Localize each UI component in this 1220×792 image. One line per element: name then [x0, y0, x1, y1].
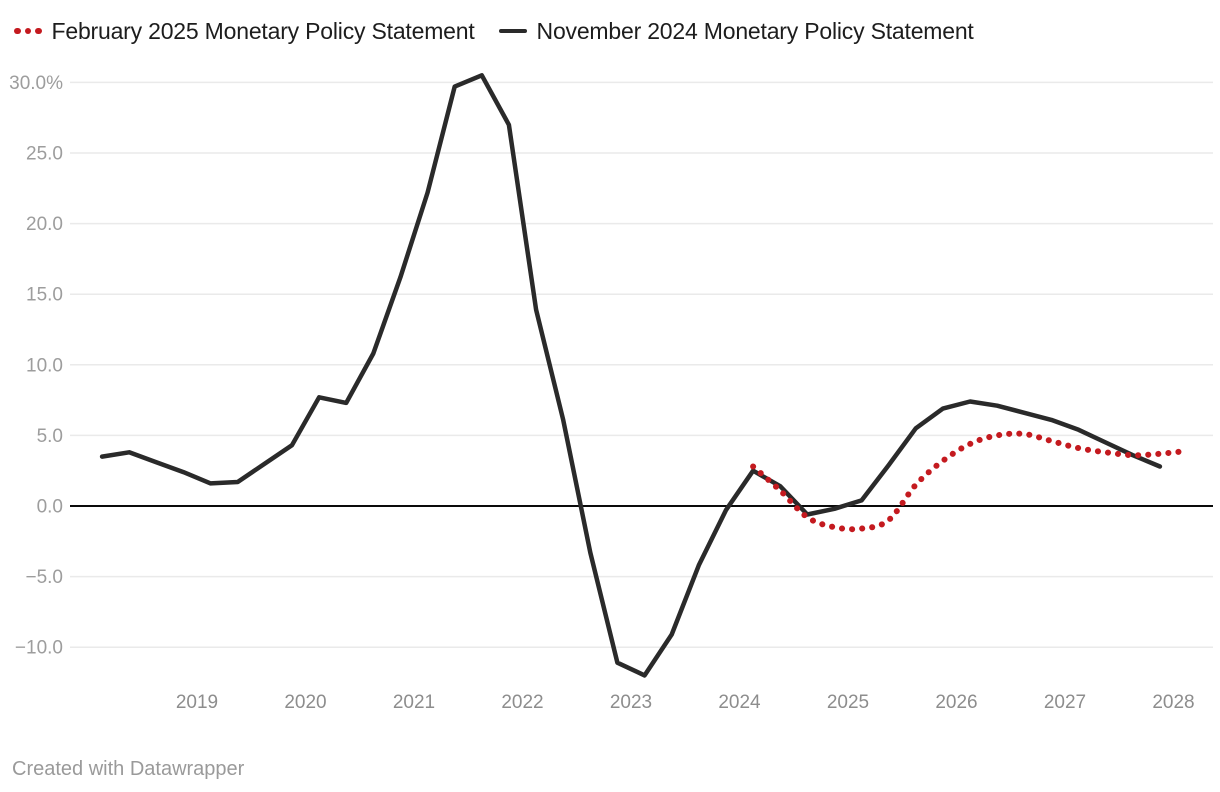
y-axis-tick-label: 30.0% — [9, 73, 63, 94]
x-axis-tick-label: 2022 — [501, 692, 543, 713]
x-axis-tick-label: 2023 — [610, 692, 652, 713]
y-axis-tick-label: 25.0 — [26, 144, 63, 165]
y-axis-tick-label: −5.0 — [25, 567, 63, 588]
legend-label: November 2024 Monetary Policy Statement — [536, 18, 974, 44]
legend-item-feb-2025: February 2025 Monetary Policy Statement — [14, 17, 475, 45]
legend-label: February 2025 Monetary Policy Statement — [51, 18, 475, 44]
y-axis-tick-label: 5.0 — [37, 426, 63, 447]
series-line-nov-2024 — [99, 73, 1163, 678]
x-axis-tick-label: 2028 — [1152, 692, 1194, 713]
series-line-feb-2025 — [750, 430, 1191, 533]
legend-item-nov-2024: November 2024 Monetary Policy Statement — [498, 17, 974, 45]
x-axis-tick-label: 2027 — [1044, 692, 1086, 713]
y-axis-tick-label: 10.0 — [26, 355, 63, 376]
x-axis-tick-label: 2021 — [393, 692, 435, 713]
x-axis-tick-label: 2019 — [176, 692, 218, 713]
x-axis-tick-label: 2020 — [284, 692, 326, 713]
y-axis-tick-label: −10.0 — [15, 638, 63, 659]
solid-line-swatch-icon — [498, 28, 527, 34]
x-axis-tick-label: 2025 — [827, 692, 869, 713]
legend: February 2025 Monetary Policy Statement … — [14, 17, 974, 45]
y-axis-tick-label: 15.0 — [26, 285, 63, 306]
y-axis-tick-label: 0.0 — [37, 497, 63, 518]
dotted-line-swatch-icon — [14, 27, 42, 35]
x-axis-tick-label: 2026 — [935, 692, 977, 713]
x-axis-tick-label: 2024 — [718, 692, 761, 713]
attribution-text: Created with Datawrapper — [12, 758, 245, 780]
y-axis-tick-label: 20.0 — [26, 214, 63, 235]
